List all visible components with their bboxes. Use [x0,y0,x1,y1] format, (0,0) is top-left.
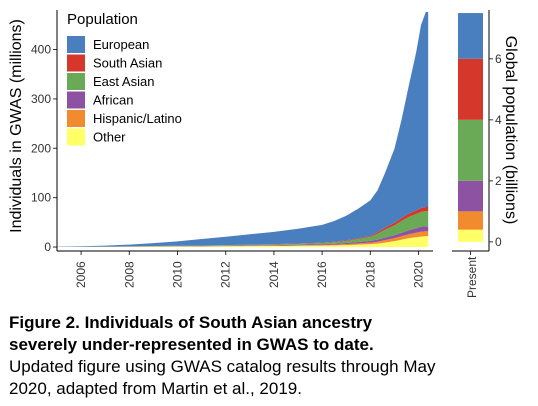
legend-label-african: African [93,93,133,108]
legend-label-other: Other [93,130,126,145]
x-tick-label: 2020 [412,261,426,288]
legend-label-european: European [93,37,149,52]
left-axes [56,10,433,252]
stacked-bar [458,13,483,242]
left-x-ticks: 2006 2008 2010 2012 2014 2016 2018 2020 [74,251,426,288]
y-tick-label: 100 [31,191,51,205]
left-y-ticks: 0 100 200 300 400 [31,43,57,254]
global-population-bar-chart: 0 2 4 6 Present Global population (billions… [452,10,519,298]
x-tick-label: 2010 [171,261,185,288]
x-tick-label-present: Present [465,256,479,298]
y-tick-label: 0 [44,240,51,254]
caption-body-line-2: 2020, adapted from Martin et al., 2019. [9,379,302,398]
legend-label-east-asian: East Asian [93,74,154,89]
legend-swatch-east-asian [67,73,85,90]
gwas-area-chart: Individuals in GWAS (millions) 0 100 200 30… [8,10,433,288]
right-y-tick-label: 4 [495,113,502,127]
y-tick-label: 200 [31,141,51,155]
caption-title-line-1: Figure 2. Individuals of South Asian anc… [9,313,373,332]
x-tick-label: 2014 [267,261,281,288]
bar-segment-east-asian [458,119,483,181]
caption-body-line-1: Updated figure using GWAS catalog result… [9,357,436,376]
y-tick-label: 300 [31,92,51,106]
x-tick-label: 2008 [122,261,136,288]
area-other [57,236,429,248]
right-y-tick-label: 6 [495,52,502,66]
right-y-tick-label: 0 [495,235,502,249]
legend-swatch-south-asian [67,54,85,72]
legend: Population European South Asian East Asian… [67,11,182,146]
bar-segment-hispanic-latino [458,211,483,230]
right-axes [452,10,490,255]
bar-segment-south-asian [458,58,483,120]
legend-swatch-european [67,36,85,53]
y-axis-label-right: Global population (billions) [502,36,519,225]
bar-segment-african [458,180,483,212]
caption-title-line-2: severely under-represented in GWAS to da… [9,335,374,354]
bar-segment-european [458,13,483,59]
y-axis-label-left: Individuals in GWAS (millions) [8,19,25,233]
x-tick-label: 2018 [363,261,377,288]
legend-swatch-hispanic-latino [67,110,85,127]
legend-swatch-african [67,91,85,109]
legend-swatch-other [67,128,85,146]
x-tick-label: 2016 [315,261,329,288]
right-y-tick-label: 2 [495,174,502,188]
figure-caption: Figure 2. Individuals of South Asian anc… [9,312,534,400]
x-tick-label: 2012 [219,261,233,288]
area-european [57,11,429,248]
figure: Individuals in GWAS (millions) 0 100 200 30… [8,10,519,298]
bar-segment-other [458,229,483,242]
right-y-ticks: 0 2 4 6 [489,52,502,249]
stacked-areas [57,11,429,248]
legend-label-south-asian: South Asian [93,56,162,71]
y-tick-label: 400 [31,43,51,57]
x-tick-label: 2006 [74,261,88,288]
legend-title: Population [67,11,138,28]
legend-label-hispanic-latino: Hispanic/Latino [93,111,182,126]
